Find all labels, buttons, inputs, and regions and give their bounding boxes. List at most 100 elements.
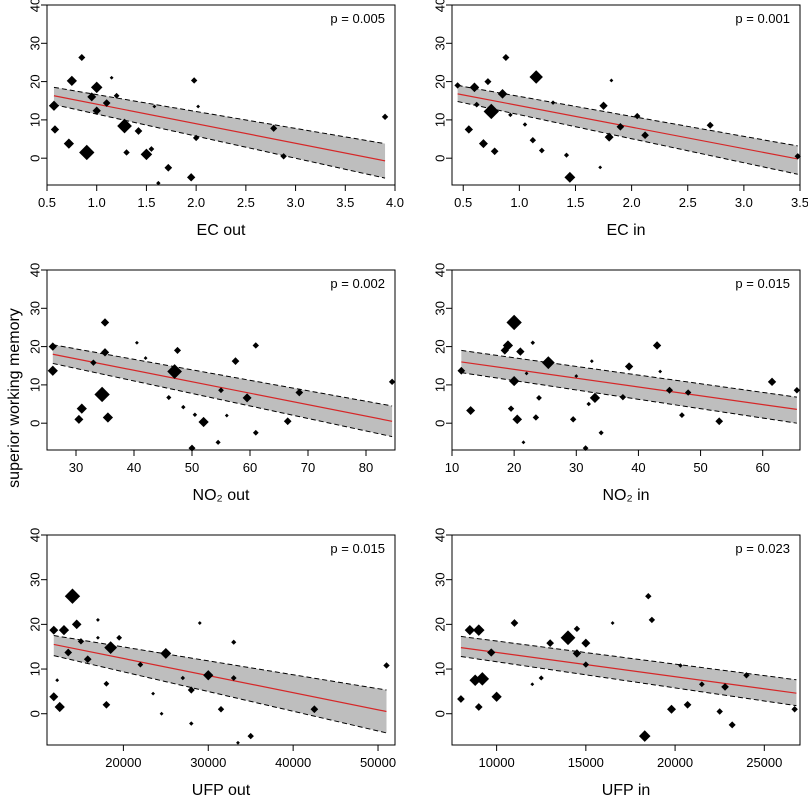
data-point <box>102 412 114 423</box>
data-point <box>143 356 148 361</box>
data-point <box>473 624 485 636</box>
data-point <box>667 704 676 714</box>
upper-band-line <box>457 84 798 147</box>
data-point <box>100 318 110 327</box>
x-tick-label: 2.0 <box>623 195 641 210</box>
x-tick-label: 10 <box>445 460 459 475</box>
data-point <box>500 346 509 355</box>
data-point <box>247 732 254 740</box>
data-point <box>49 625 59 635</box>
data-point <box>698 681 705 688</box>
confidence-band <box>461 350 797 424</box>
data-point <box>743 672 750 679</box>
x-tick-label: 3.0 <box>735 195 753 210</box>
data-point <box>706 121 714 129</box>
data-point <box>242 393 252 403</box>
data-point <box>530 682 535 687</box>
x-tick-label: 20 <box>507 460 521 475</box>
upper-band-line <box>52 344 393 407</box>
data-point <box>619 393 627 401</box>
data-point <box>104 641 118 654</box>
p-value-label: p = 0.002 <box>330 276 385 291</box>
plot-frame <box>46 534 396 746</box>
data-point <box>506 314 522 331</box>
data-point <box>538 147 545 154</box>
plot-frame <box>46 4 396 186</box>
x-tick-label: 25000 <box>746 755 782 770</box>
lower-band-line <box>457 101 798 175</box>
y-tick-label: 10 <box>28 113 43 127</box>
y-tick-label: 40 <box>433 263 448 277</box>
data-point <box>198 416 209 428</box>
panel-3: 0 10 20 30 40 30 40 50 60 70 80 NO₂ out p = 0.002 <box>28 263 396 504</box>
y-tick-label: 40 <box>28 0 43 12</box>
data-point <box>215 439 221 445</box>
panel-1: 0 10 20 30 40 0.5 1.0 1.5 2.0 2.5 3.0 3.5 4.0 EC out p… <box>28 0 405 239</box>
data-point <box>76 403 87 414</box>
data-point <box>469 82 480 93</box>
data-point <box>203 670 214 681</box>
data-point <box>683 700 692 709</box>
data-point <box>652 341 662 350</box>
p-value-label: p = 0.001 <box>735 11 790 26</box>
data-point <box>678 663 683 668</box>
data-point <box>90 359 97 366</box>
data-point <box>64 648 73 657</box>
panel-2: 0 10 20 30 40 0.5 1.0 1.5 2.0 2.5 3.0 3.5 EC in p = 0… <box>433 0 808 239</box>
y-tick-label: 0 <box>28 710 43 717</box>
data-point <box>109 75 114 80</box>
data-point <box>48 342 57 351</box>
upper-band-line <box>461 349 797 398</box>
data-point <box>573 625 581 633</box>
data-point <box>604 132 614 142</box>
data-point <box>767 377 777 386</box>
data-point <box>715 417 724 426</box>
data-point <box>638 730 651 742</box>
data-point <box>634 112 641 120</box>
data-point <box>609 78 614 83</box>
y-tick-label: 40 <box>28 528 43 542</box>
y-tick-label: 20 <box>433 74 448 88</box>
data-point <box>100 348 110 357</box>
data-point <box>510 619 519 627</box>
data-point <box>113 92 120 99</box>
x-axis-label: UFP in <box>602 782 651 799</box>
data-point <box>236 740 240 745</box>
data-point <box>92 106 101 115</box>
x-tick-label: 0.5 <box>38 195 56 210</box>
y-tick-label: 30 <box>433 36 448 50</box>
data-point <box>616 122 625 131</box>
data-point <box>728 721 736 729</box>
data-point <box>475 672 490 686</box>
data-point <box>166 394 172 401</box>
x-axis-label: EC out <box>197 222 246 239</box>
data-point <box>156 180 161 186</box>
plot-frame <box>451 534 801 746</box>
data-point <box>197 621 202 625</box>
data-point <box>793 387 801 394</box>
data-point <box>192 134 200 142</box>
x-tick-label: 3.5 <box>336 195 354 210</box>
data-point <box>474 703 483 711</box>
data-point <box>189 721 194 726</box>
data-point <box>224 413 229 418</box>
data-point <box>103 680 110 687</box>
x-tick-label: 3.0 <box>287 195 305 210</box>
data-point <box>665 386 674 394</box>
data-point <box>64 588 81 604</box>
panel-4: 0 10 20 30 40 10 20 30 40 50 60 NO₂ in p = 0.015 <box>433 263 801 504</box>
x-tick-label: 0.5 <box>454 195 472 210</box>
data-point <box>721 683 729 691</box>
data-point <box>252 342 259 349</box>
x-tick-label: 50000 <box>360 755 396 770</box>
data-point <box>94 386 110 403</box>
data-point <box>123 149 130 156</box>
data-point <box>192 412 198 418</box>
data-point <box>78 53 86 61</box>
data-point <box>74 414 84 424</box>
y-tick-label: 40 <box>28 263 43 277</box>
p-value-label: p = 0.015 <box>735 276 790 291</box>
y-tick-label: 0 <box>28 420 43 427</box>
data-point <box>383 662 390 669</box>
